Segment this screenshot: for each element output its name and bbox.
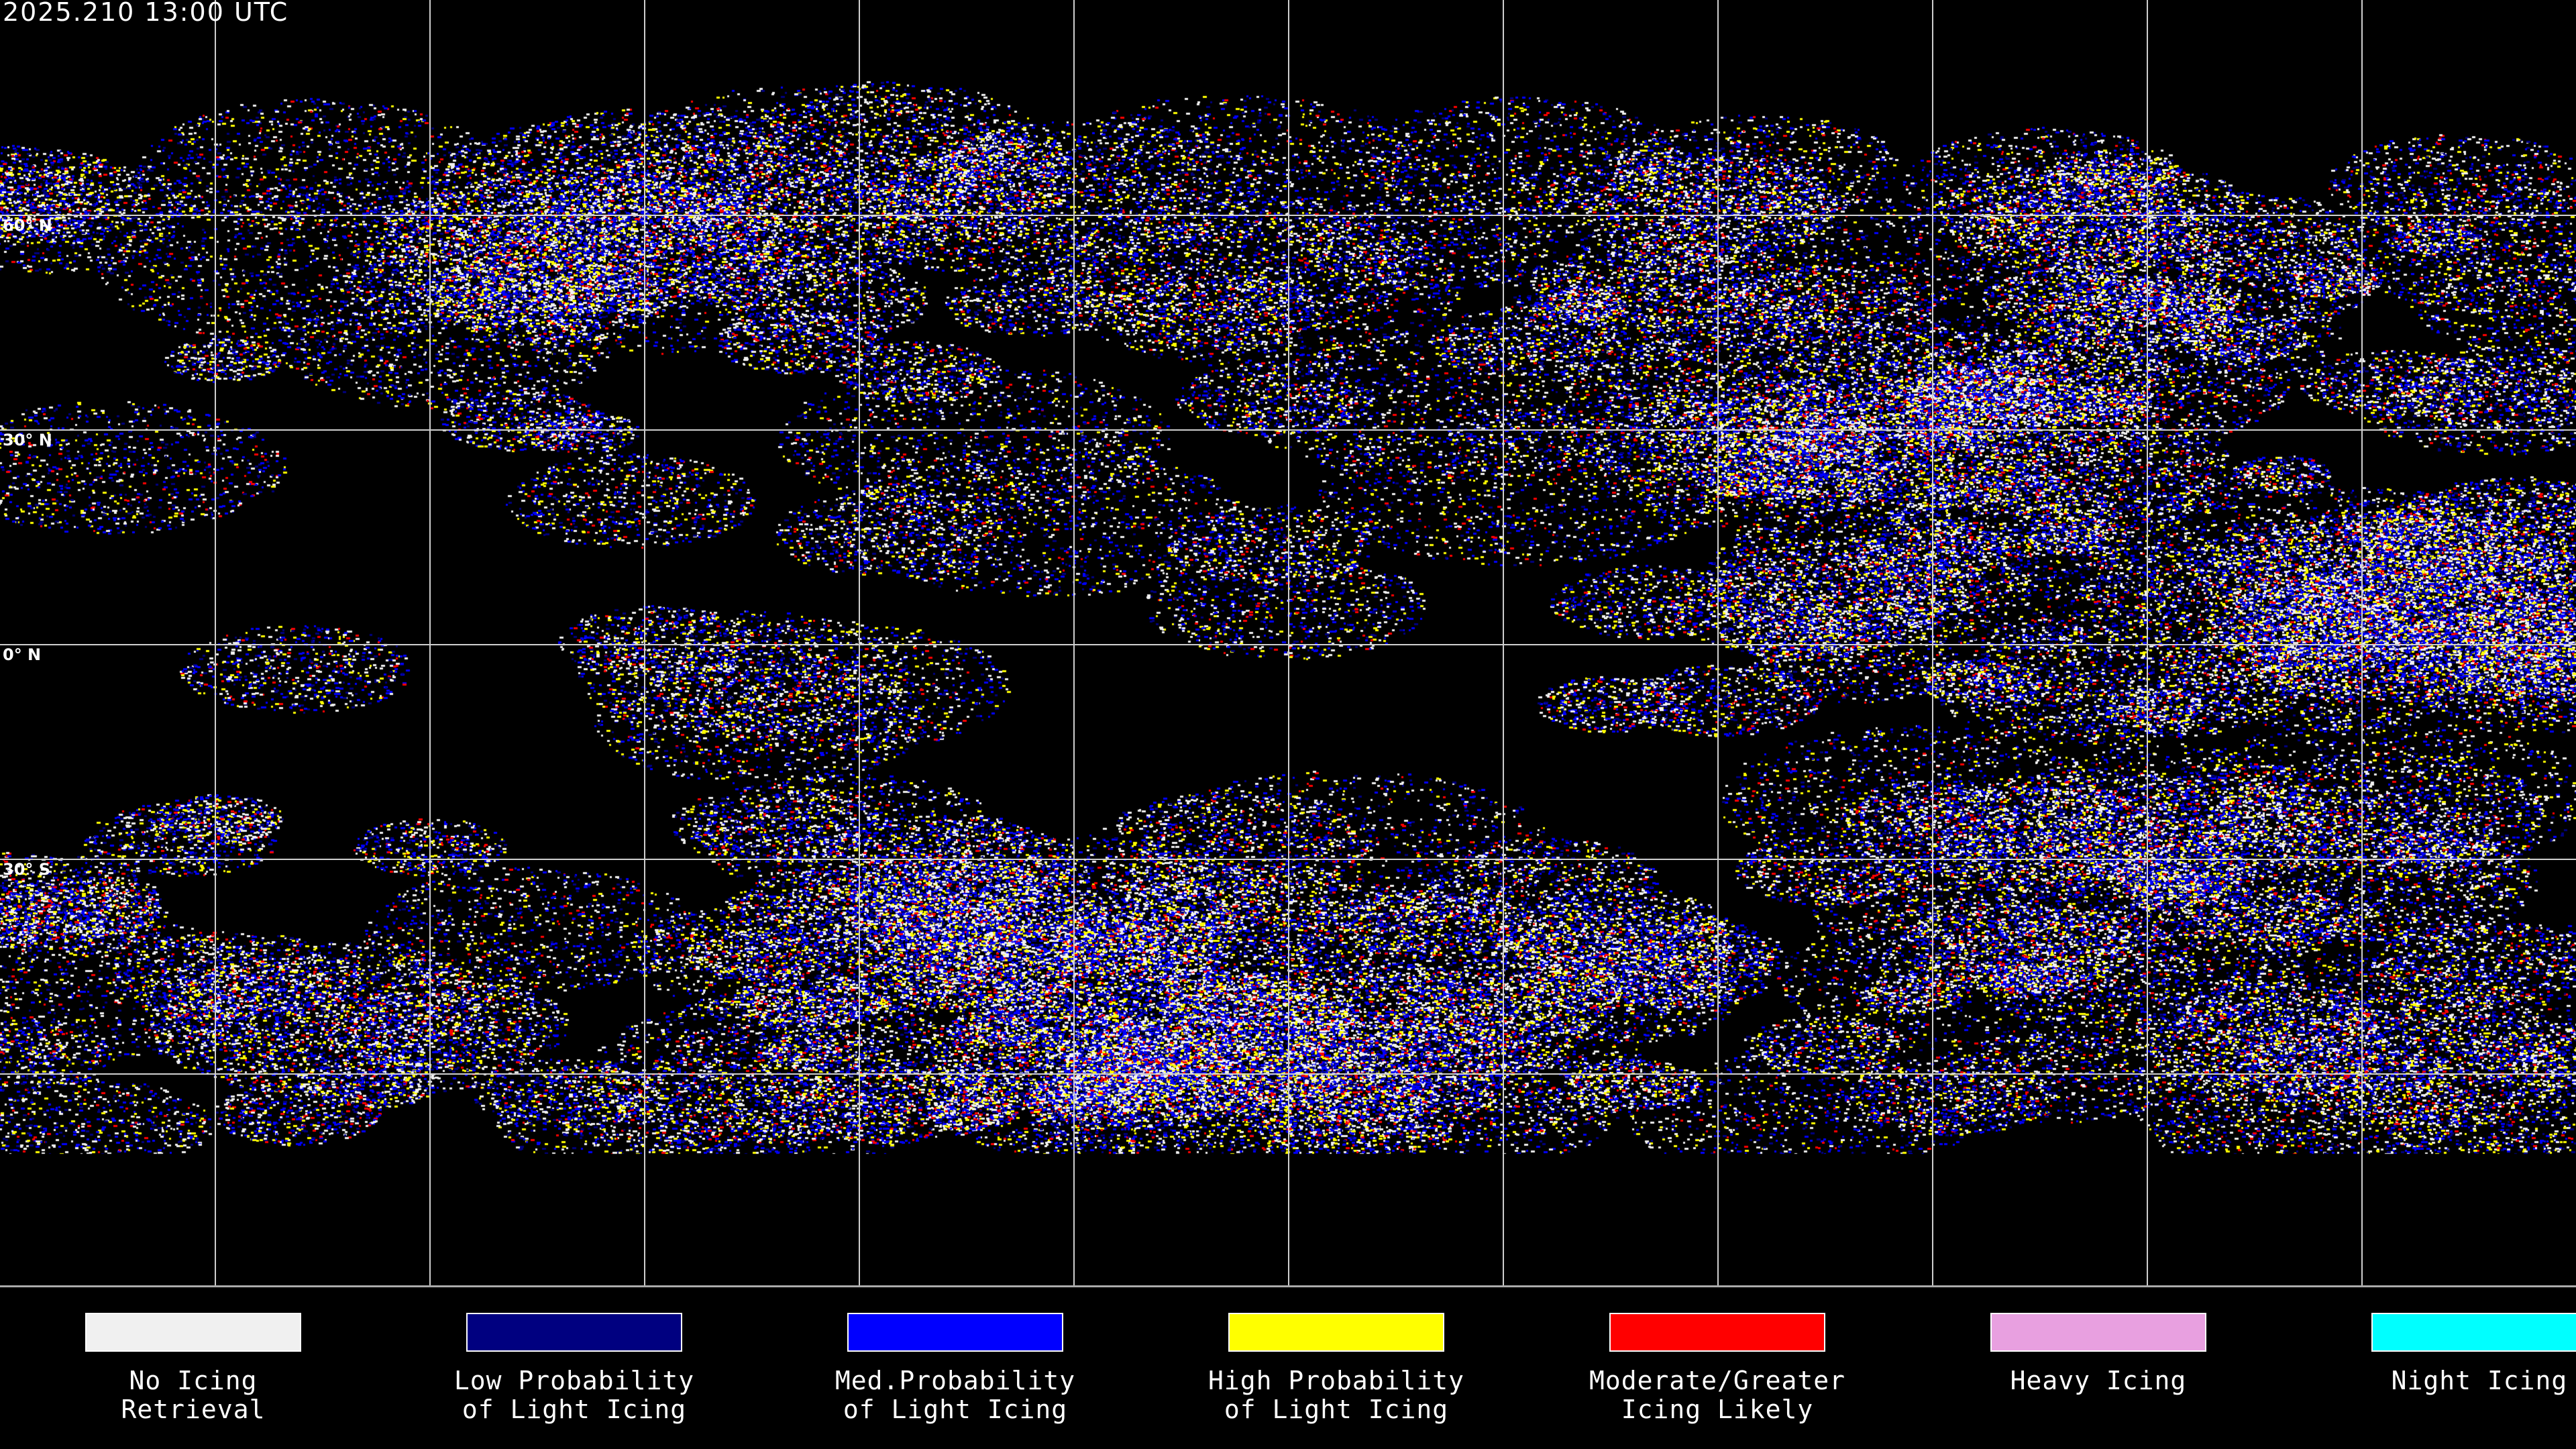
legend-swatch — [1990, 1313, 2206, 1352]
latitude-line — [0, 859, 2576, 860]
longitude-line — [1932, 0, 1933, 1285]
longitude-line — [859, 0, 860, 1285]
legend-item: Moderate/Greater Icing Likely — [1527, 1313, 1908, 1424]
longitude-line — [1073, 0, 1075, 1285]
longitude-line — [1717, 0, 1719, 1285]
legend-label: High Probability of Light Icing — [1208, 1366, 1465, 1424]
latitude-line — [0, 1073, 2576, 1075]
legend-swatch — [2371, 1313, 2576, 1352]
lat-label-0n: 0° N — [3, 645, 42, 664]
legend-swatch — [1609, 1313, 1825, 1352]
lat-label-30n: 30° N — [3, 431, 52, 449]
legend-label: Night Icing — [2391, 1366, 2568, 1395]
legend-label: Med.Probability of Light Icing — [835, 1366, 1076, 1424]
legend-item: Night Icing — [2289, 1313, 2576, 1395]
lat-label-30s: 30° S — [3, 860, 51, 879]
legend-item: Low Probability of Light Icing — [384, 1313, 765, 1424]
lat-label-60n: 60° N — [3, 216, 52, 235]
icing-map: 60° N 30° N 0° N 30° S 2025.210 13:00 UT… — [0, 0, 2576, 1287]
longitude-line — [215, 0, 216, 1285]
legend-label: Heavy Icing — [2010, 1366, 2187, 1395]
legend-swatch — [1228, 1313, 1444, 1352]
legend-swatch — [466, 1313, 682, 1352]
longitude-line — [644, 0, 645, 1285]
legend-label: Moderate/Greater Icing Likely — [1589, 1366, 1846, 1424]
legend-label: Low Probability of Light Icing — [453, 1366, 695, 1424]
legend-item: High Probability of Light Icing — [1146, 1313, 1527, 1424]
legend: No Icing Retrieval Low Probability of Lig… — [0, 1287, 2576, 1449]
timestamp-title: 2025.210 13:00 UTC — [3, 0, 289, 27]
longitude-line — [2147, 0, 2148, 1285]
legend-item: Med.Probability of Light Icing — [765, 1313, 1146, 1424]
latitude-line — [0, 644, 2576, 645]
legend-label: No Icing Retrieval — [121, 1366, 266, 1424]
legend-swatch — [85, 1313, 301, 1352]
legend-item: No Icing Retrieval — [3, 1313, 384, 1424]
latitude-line — [0, 429, 2576, 431]
legend-item: Heavy Icing — [1908, 1313, 2289, 1395]
legend-swatch — [847, 1313, 1063, 1352]
longitude-line — [429, 0, 431, 1285]
longitude-line — [2361, 0, 2363, 1285]
longitude-line — [1503, 0, 1504, 1285]
longitude-line — [1288, 0, 1289, 1285]
latitude-line — [0, 215, 2576, 216]
